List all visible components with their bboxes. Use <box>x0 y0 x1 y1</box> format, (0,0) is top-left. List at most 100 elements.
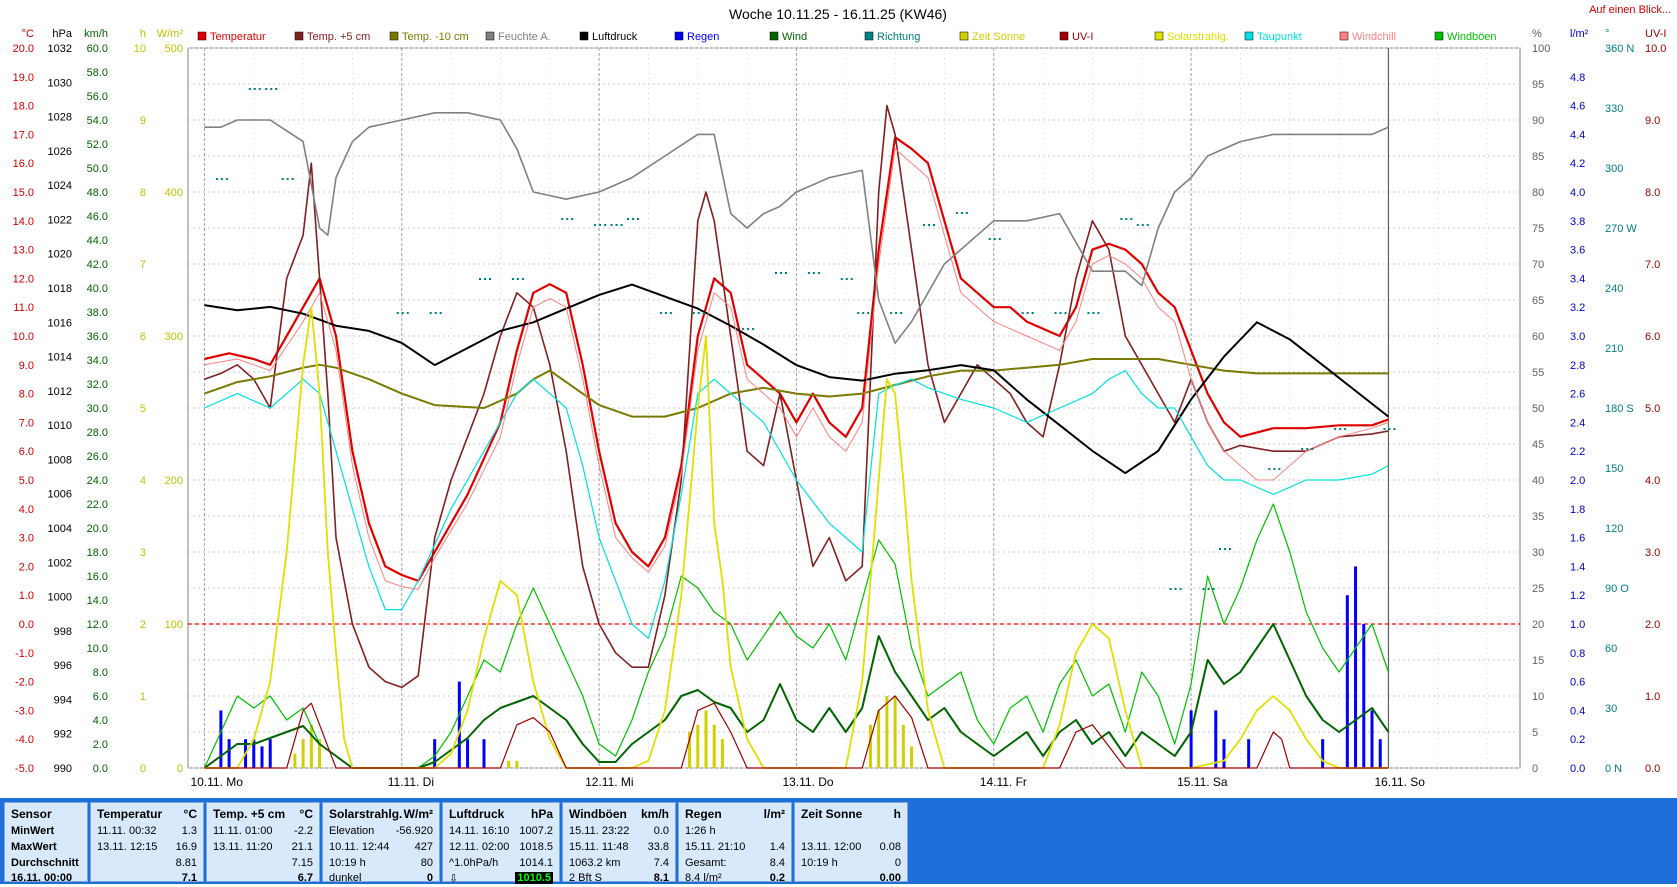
overview-link[interactable]: Auf einen Blick... <box>1589 4 1671 16</box>
summary-header: Luftdruck hPa <box>449 807 553 821</box>
axis-tick: 4.0 <box>1570 187 1585 199</box>
direction-dot <box>1344 428 1347 430</box>
direction-dot <box>697 312 700 314</box>
direction-dot <box>1054 312 1057 314</box>
series-temperatur <box>204 136 1389 582</box>
axis-tick: 7 <box>140 259 146 271</box>
axis-tick: 70 <box>1532 259 1544 271</box>
axis-tick: 34.0 <box>87 355 108 367</box>
axis-tick: 28.0 <box>87 427 108 439</box>
axis-tick: 15 <box>1532 655 1544 667</box>
axis-tick: 44.0 <box>87 235 108 247</box>
summary-header: Solarstrahlg. W/m² <box>329 807 433 821</box>
summary-row: 14.11. 16:10 1007.2 <box>449 825 553 840</box>
axis-tick: 1030 <box>48 77 72 89</box>
axis-tick: 2.2 <box>1570 446 1585 458</box>
axis-tick: 1004 <box>48 523 72 535</box>
summary-row: 11.11. 00:32 1.3 <box>97 825 197 840</box>
direction-dot <box>845 278 848 280</box>
axis-tick: 2.8 <box>1570 360 1585 372</box>
axis-unit: W/m² <box>157 28 184 40</box>
direction-dot <box>1021 312 1024 314</box>
axis-tick: 65 <box>1532 295 1544 307</box>
direction-dot <box>659 312 662 314</box>
axis-tick: 95 <box>1532 79 1544 91</box>
summary-row: 15.11. 11:48 33.8 <box>569 841 669 856</box>
direction-dot <box>1136 224 1139 226</box>
x-tick-label: 13.11. Do <box>782 775 833 789</box>
summary-solar: Solarstrahlg. W/m² Elevation -56.920 10.11. … <box>322 802 440 884</box>
direction-dot <box>1306 448 1309 450</box>
legend-label: Wind <box>782 31 807 43</box>
direction-dot <box>561 218 564 220</box>
axis-tick: 1018 <box>48 283 72 295</box>
axis-tick: 100 <box>1532 43 1550 55</box>
axis-tick: 20 <box>1532 619 1544 631</box>
legend-label: Taupunkt <box>1257 31 1302 43</box>
bar-regen <box>466 739 470 768</box>
axis-tick: 48.0 <box>87 187 108 199</box>
axis-tick: 5 <box>1532 727 1538 739</box>
axis-tick: 24.0 <box>87 475 108 487</box>
axis-tick: 5.0 <box>1645 403 1660 415</box>
x-tick-label: 15.11. Sa <box>1177 775 1228 789</box>
axis-tick: 270 W <box>1605 223 1637 235</box>
direction-dot <box>890 312 893 314</box>
direction-dot <box>566 218 569 220</box>
axis-tick: 60.0 <box>87 43 108 55</box>
summary-cell-label: 12.11. 02:00 <box>449 841 510 853</box>
direction-dot <box>599 224 602 226</box>
x-tick-label: 10.11. Mo <box>190 775 243 789</box>
direction-dot <box>594 224 597 226</box>
axis-unit: ° <box>1605 28 1609 40</box>
axis-tick: 1 <box>140 691 146 703</box>
direction-dot <box>1278 468 1281 470</box>
axis-tick: 14.0 <box>13 216 34 228</box>
summary-header: Regen l/m² <box>685 807 785 821</box>
summary-cell-label: 8.4 l/m² <box>685 872 722 884</box>
bar-zeit-sonne <box>309 724 313 768</box>
axis-tick: 35 <box>1532 511 1544 523</box>
summary-row: 15.11. 21:10 1.4 <box>685 841 785 856</box>
summary-sonne: Zeit Sonne h 13.11. 12:00 0.08 10:19 h 0 0.00 <box>794 802 908 884</box>
summary-row: 8.81 <box>97 857 197 872</box>
axis-tick: 7.0 <box>19 417 34 429</box>
summary-unit: l/m² <box>763 807 785 821</box>
direction-dot <box>406 312 409 314</box>
direction-dot <box>923 224 925 226</box>
bar-zeit-sonne <box>688 732 692 768</box>
direction-dot <box>281 178 284 180</box>
direction-dot <box>265 88 268 90</box>
summary-cell-value: 0.2 <box>769 872 785 884</box>
summary-label: Regen <box>685 807 722 821</box>
direction-dot <box>895 312 898 314</box>
direction-dot <box>857 312 860 314</box>
legend: Temperatur Temp. +5 cm Temp. -10 cm Feuchte… <box>197 31 1497 43</box>
axis-tick: 85 <box>1532 151 1544 163</box>
axis-tick: 7.0 <box>1645 259 1660 271</box>
axis-tick: 330 <box>1605 103 1623 115</box>
direction-dot <box>521 278 524 280</box>
summary-cell-label: 10:19 h <box>801 857 838 869</box>
axis-tick: 40.0 <box>87 283 108 295</box>
axis-tick: 1008 <box>48 454 72 466</box>
summary-cell-label: 11.11. 01:00 <box>213 825 273 837</box>
direction-dot <box>1169 588 1172 590</box>
summary-cell-value: 7.4 <box>653 857 669 869</box>
axis-tick: 240 <box>1605 283 1623 295</box>
axis-tick: 3 <box>140 547 146 559</box>
summary-cell-label: 11.11. 00:32 <box>97 825 157 837</box>
summary-row: 0.00 <box>801 872 901 887</box>
direction-dot <box>248 88 251 90</box>
legend-swatch <box>864 31 874 41</box>
x-tick-label: 12.11. Mi <box>585 775 633 789</box>
series-uv-i <box>204 695 1389 769</box>
summary-luftdruck: Luftdruck hPa 14.11. 16:10 1007.2 12.11. 02:… <box>442 802 560 885</box>
bar-zeit-sonne <box>868 724 872 768</box>
axis-tick: 3.4 <box>1570 273 1585 285</box>
axis-tick: 60 <box>1532 331 1544 343</box>
axis-tick: 0 <box>1532 763 1538 775</box>
direction-dot <box>1393 428 1396 430</box>
direction-dot <box>632 218 634 220</box>
bar-regen <box>482 739 486 768</box>
